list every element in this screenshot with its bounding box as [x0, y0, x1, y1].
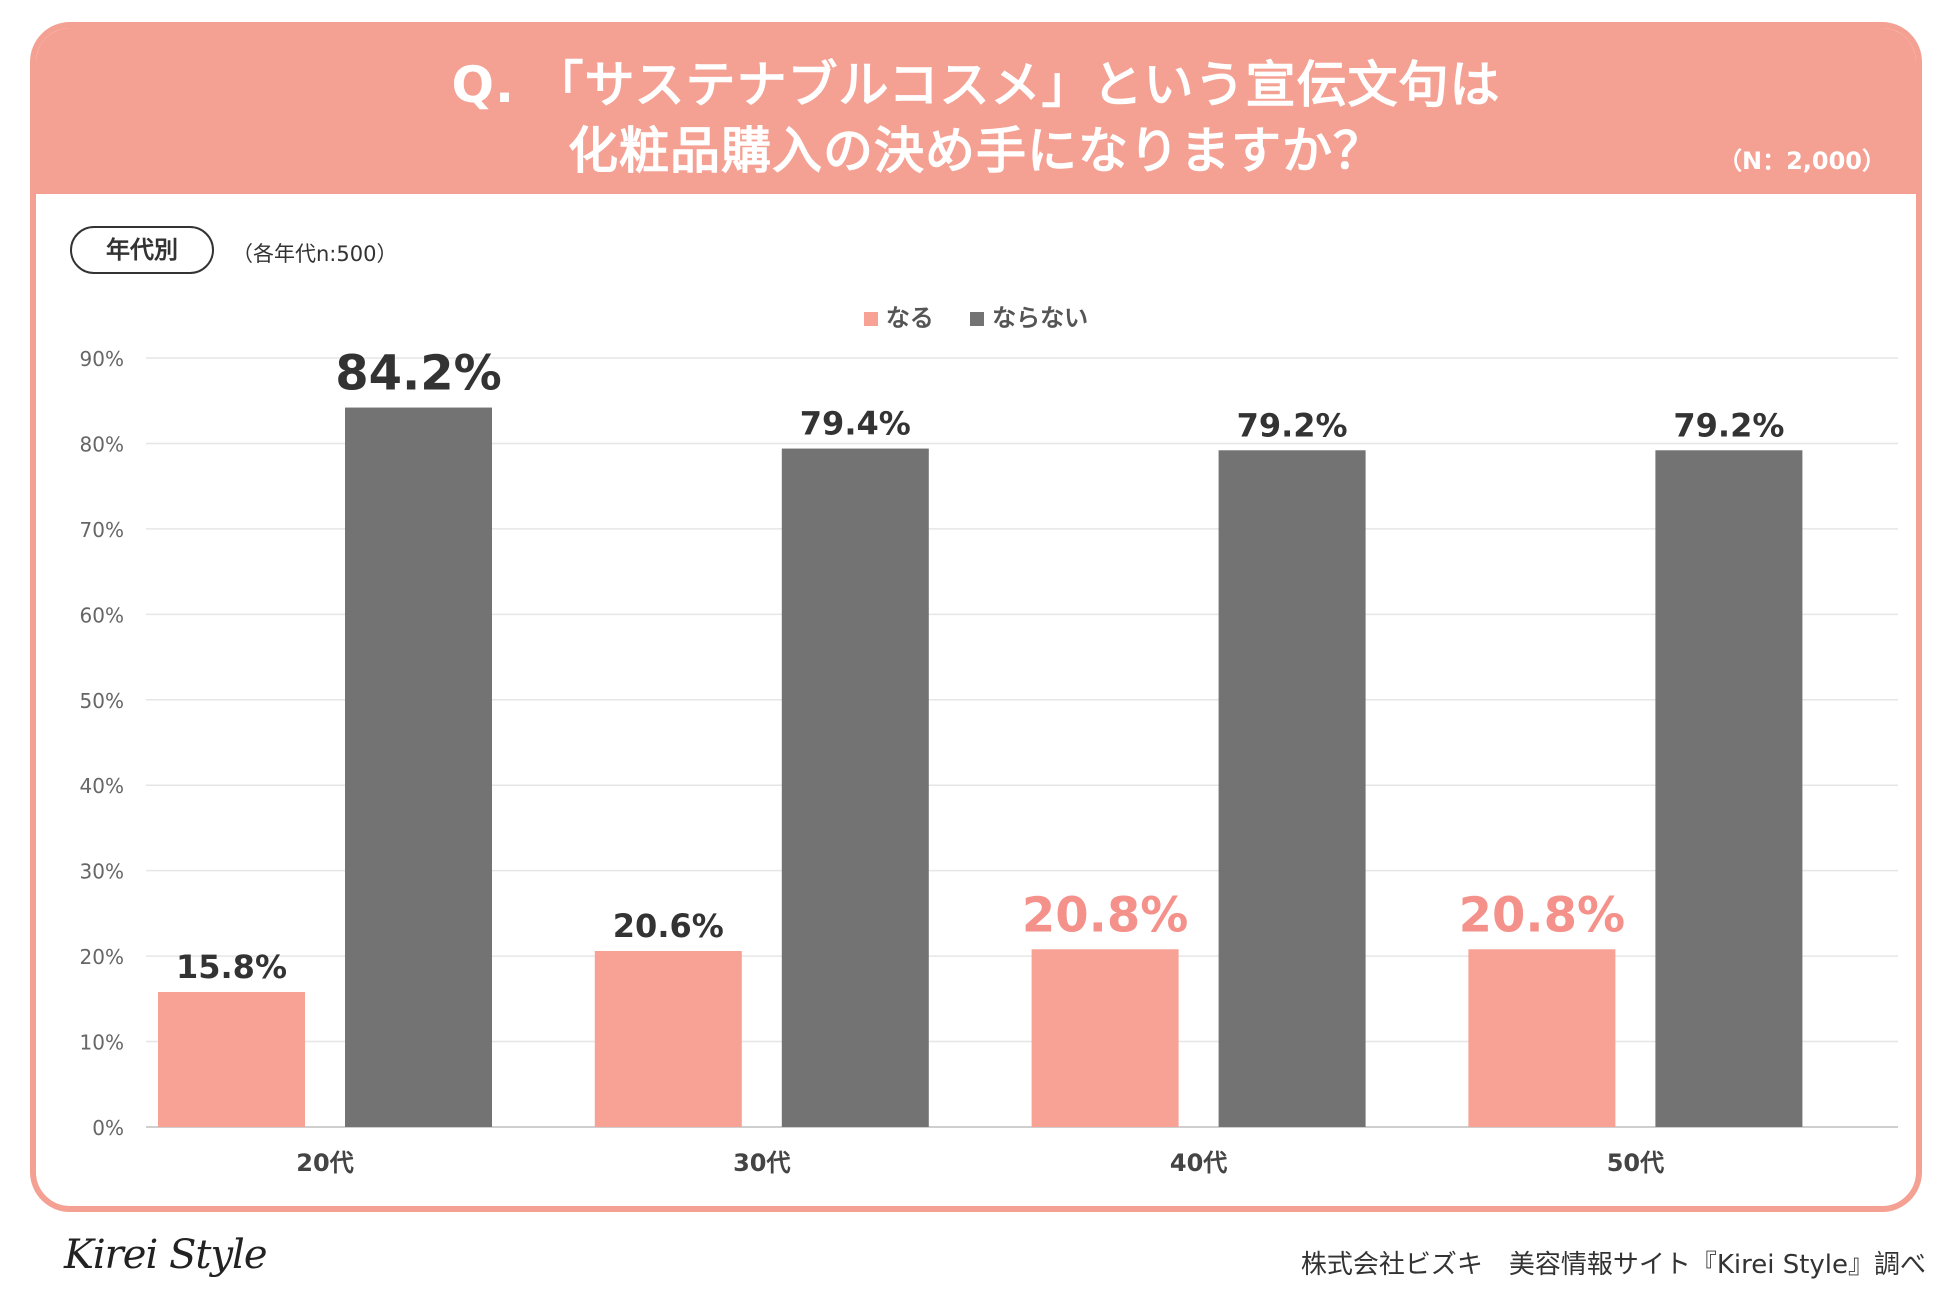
chart-legend: なる ならない: [36, 298, 1916, 333]
y-tick-label: 50%: [80, 689, 124, 713]
question-header: Q. 「サステナブルコスメ」という宣伝文句は 化粧品購入の決め手になりますか？ …: [36, 28, 1916, 194]
data-label: 79.2%: [1237, 406, 1348, 444]
data-label: 20.8%: [1459, 887, 1626, 943]
bar-naranai: [345, 407, 492, 1128]
group-tag: 年代別: [70, 226, 214, 274]
legend-item-naru: なる: [863, 298, 934, 333]
x-tick-label: 20代: [296, 1149, 353, 1177]
legend-swatch-naru: [863, 312, 878, 326]
survey-credit: 株式会社ビズキ 美容情報サイト『Kirei Style』調べ: [1300, 1250, 1926, 1280]
y-tick-label: 30%: [80, 860, 124, 884]
y-tick-label: 70%: [80, 518, 124, 542]
bar-chart: 0% 10% 20% 30% 40% 50% 60% 70% 80% 90% 15.8% 84.2% 2…: [80, 346, 1898, 1177]
bar-naranai: [1218, 450, 1366, 1127]
y-tick-label: 0%: [92, 1116, 124, 1140]
bar-naranai: [1655, 450, 1803, 1127]
y-tick-label: 40%: [80, 774, 124, 798]
data-label: 20.8%: [1022, 887, 1189, 943]
data-label: 84.2%: [335, 346, 502, 402]
y-tick-label: 20%: [80, 945, 124, 969]
legend-label-naru: なる: [885, 304, 934, 332]
bar-naru: [1031, 949, 1179, 1127]
y-tick-label: 90%: [80, 347, 124, 371]
question-title-line2: 化粧品購入の決め手になりますか？: [568, 122, 1384, 180]
y-tick-label: 10%: [80, 1031, 124, 1055]
y-tick-label: 60%: [80, 603, 124, 627]
legend-label-naranai: ならない: [992, 304, 1089, 332]
brand-logo: Kirei Style: [64, 1232, 268, 1278]
sample-size: （N：2,000）: [1718, 147, 1886, 175]
survey-card: Q. 「サステナブルコスメ」という宣伝文句は 化粧品購入の決め手になりますか？ …: [30, 22, 1922, 1212]
legend-item-naranai: ならない: [970, 298, 1088, 333]
question-title: Q. 「サステナブルコスメ」という宣伝文句は 化粧品購入の決め手になりますか？: [36, 52, 1916, 184]
data-label: 20.6%: [613, 907, 724, 945]
data-label: 15.8%: [176, 948, 287, 986]
y-tick-label: 80%: [80, 432, 124, 456]
question-title-line1: Q. 「サステナブルコスメ」という宣伝文句は: [451, 56, 1501, 114]
x-tick-label: 40代: [1170, 1149, 1227, 1177]
group-note: （各年代n:500）: [232, 242, 398, 266]
x-tick-label: 50代: [1607, 1149, 1664, 1177]
x-tick-label: 30代: [733, 1149, 790, 1177]
data-label: 79.4%: [800, 405, 911, 443]
bar-naranai: [781, 448, 929, 1127]
data-label: 79.2%: [1673, 406, 1784, 444]
bar-naru: [594, 950, 742, 1127]
bar-naru: [158, 991, 305, 1127]
legend-swatch-naranai: [970, 312, 985, 326]
bar-naru: [1468, 949, 1616, 1127]
